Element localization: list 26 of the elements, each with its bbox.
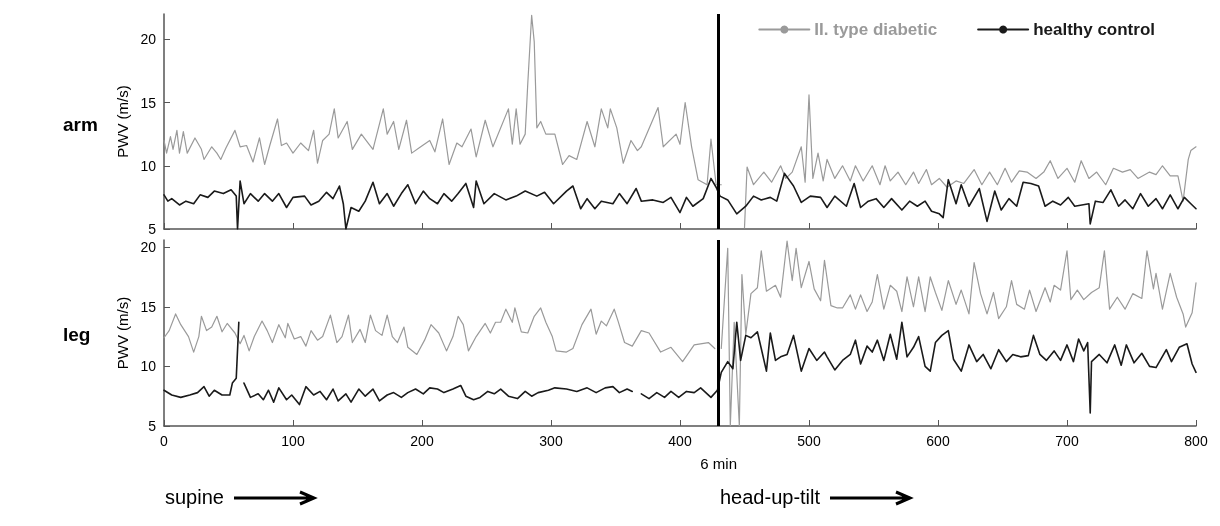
y-tick-label: 5 (148, 418, 157, 434)
x-tick-label: 300 (539, 433, 563, 449)
y-tick-label: 15 (140, 94, 157, 111)
text: arm (63, 114, 98, 135)
legend-label: II. type diabetic (814, 20, 938, 39)
text: head-up-tilt (720, 486, 821, 509)
y-tick-label: 15 (140, 298, 157, 315)
legend-label: healthy control (1033, 20, 1156, 39)
x-tick-label: 700 (1055, 433, 1079, 449)
y-tick-label: 20 (140, 31, 157, 48)
y-tick-label: 20 (140, 239, 157, 256)
y-tick-label: 10 (140, 157, 157, 174)
text: supine (165, 486, 224, 509)
y-tick-label: 5 (148, 221, 157, 237)
x-tick-label: 500 (797, 433, 821, 449)
x-tick-label: 200 (410, 433, 434, 449)
x-tick-label: 800 (1184, 433, 1208, 449)
x-tick-label: 600 (926, 433, 950, 449)
x-tick-label: 400 (668, 433, 692, 449)
x-tick-label: 100 (281, 433, 305, 449)
x-tick-label: 0 (160, 433, 169, 449)
y-axis-title: PWV (m/s) (113, 296, 131, 370)
y-tick-label: 10 (140, 358, 157, 375)
y-axis-title: PWV (m/s) (113, 85, 131, 158)
text: leg (63, 324, 91, 345)
ref-line-label: 6 min (700, 455, 738, 472)
